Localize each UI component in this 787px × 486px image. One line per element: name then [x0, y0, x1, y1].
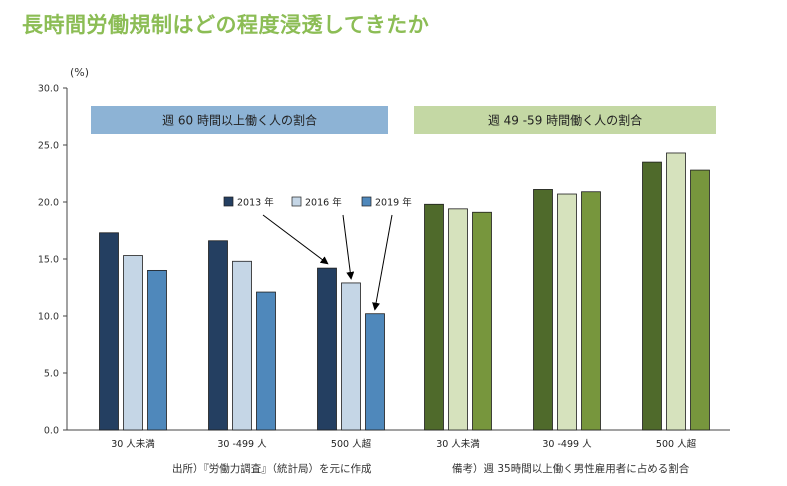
- bar: [341, 282, 361, 431]
- bar: [256, 291, 276, 431]
- legend-swatch: [361, 196, 372, 207]
- legend-arrow: [262, 214, 329, 265]
- bar: [533, 189, 553, 431]
- x-category-label: 500 人超: [656, 438, 697, 450]
- legend-swatch: [223, 196, 234, 207]
- bar: [581, 191, 601, 431]
- y-tick-label: 20.0: [38, 198, 59, 209]
- bar: [690, 169, 710, 431]
- x-category-label: 30 人未満: [436, 438, 480, 450]
- x-category-label: 30 人未満: [111, 438, 155, 450]
- y-tick-label: 30.0: [38, 84, 59, 95]
- bar: [642, 161, 662, 431]
- bar: [99, 232, 119, 431]
- bar: [557, 193, 577, 431]
- legend-arrow: [342, 214, 355, 280]
- group-header-label: 週 60 時間以上働く人の割合: [162, 113, 317, 128]
- x-category-label: 30 -499 人: [542, 439, 592, 450]
- bar: [147, 269, 167, 431]
- bar: [208, 240, 228, 431]
- source-note: 出所）『労働力調査』（統計局）を元に作成: [172, 463, 372, 475]
- bar: [472, 211, 492, 431]
- group-header-label: 週 49 -59 時間働く人の割合: [488, 113, 642, 128]
- bar: [232, 260, 252, 431]
- group-header-band: [414, 106, 716, 134]
- y-tick-label: 25.0: [38, 141, 59, 152]
- y-tick-label: 5.0: [44, 369, 59, 380]
- bar: [666, 152, 686, 431]
- bar: [424, 203, 444, 431]
- legend-swatch: [291, 196, 302, 207]
- legend-label: 2013 年: [237, 197, 274, 209]
- y-tick-label: 15.0: [38, 255, 59, 266]
- page-title: 長時間労働規制はどの程度浸透してきたか: [22, 13, 430, 37]
- bar: [448, 208, 468, 431]
- x-category-label: 500 人超: [331, 438, 372, 450]
- legend-label: 2019 年: [375, 197, 412, 209]
- bar: [317, 267, 337, 431]
- x-category-label: 30 -499 人: [217, 439, 267, 450]
- bar: [123, 255, 143, 431]
- bar: [365, 313, 385, 431]
- y-tick-label: 0.0: [44, 426, 59, 437]
- legend-arrow: [372, 214, 393, 311]
- legend-label: 2016 年: [305, 197, 342, 209]
- y-unit-label: (%): [70, 66, 89, 79]
- y-tick-label: 10.0: [38, 312, 59, 323]
- remarks-note: 備考）週 35時間以上働く男性雇用者に占める割合: [452, 463, 690, 475]
- group-header-band: [91, 106, 388, 134]
